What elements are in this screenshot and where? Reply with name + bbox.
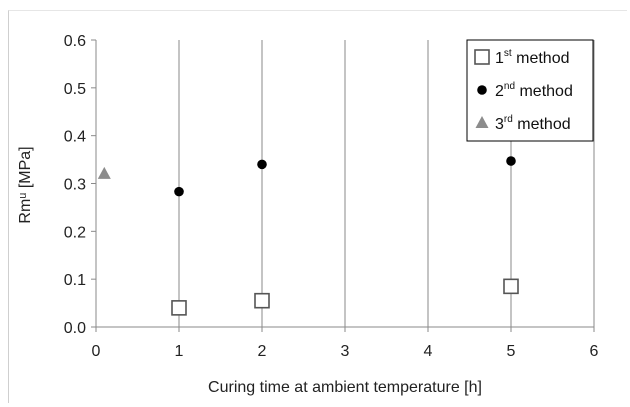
x-axis-label: Curing time at ambient temperature [h] xyxy=(208,379,482,396)
chart-frame xyxy=(8,10,627,403)
x-tick-label-0: 0 xyxy=(92,343,101,360)
axes xyxy=(91,39,595,332)
legend-label-3: 3rd method xyxy=(495,114,571,133)
point-series2-2 xyxy=(506,156,516,166)
tick-labels: 0 1 2 3 4 5 6 0.0 0.1 0.2 0.3 0.4 0.5 0.6 xyxy=(64,33,599,360)
y-tick-label-0.0: 0.0 xyxy=(64,320,86,337)
legend: 1st method 2nd method 3rd method xyxy=(466,39,594,142)
y-axis-label: Rmᵘ [MPa] xyxy=(17,146,34,223)
x-tick-label-1: 1 xyxy=(175,343,184,360)
point-series3-0 xyxy=(97,166,111,179)
point-series1-1 xyxy=(254,292,270,309)
y-tick-label-0.6: 0.6 xyxy=(64,33,86,50)
x-tick-label-6: 6 xyxy=(590,343,599,360)
x-tick-label-4: 4 xyxy=(424,343,433,360)
y-tick-label-0.3: 0.3 xyxy=(64,177,86,194)
data-points xyxy=(97,156,519,316)
point-series1-0 xyxy=(171,300,187,316)
point-series2-0 xyxy=(174,186,184,197)
y-tick-label-0.4: 0.4 xyxy=(64,129,86,146)
legend-label-2: 2nd method xyxy=(495,81,573,100)
x-tick-label-2: 2 xyxy=(258,343,267,360)
x-tick-label-3: 3 xyxy=(341,343,350,360)
legend-label-1: 1st method xyxy=(495,48,570,67)
point-series1-2 xyxy=(503,278,519,295)
y-tick-label-0.2: 0.2 xyxy=(64,224,86,241)
x-tick-label-5: 5 xyxy=(507,343,516,360)
legend-marker-3 xyxy=(475,116,489,128)
y-tick-label-0.1: 0.1 xyxy=(64,272,86,289)
legend-marker-1 xyxy=(474,49,490,65)
legend-marker-2 xyxy=(477,85,487,95)
point-series2-1 xyxy=(257,159,267,170)
y-tick-label-0.5: 0.5 xyxy=(64,81,86,98)
